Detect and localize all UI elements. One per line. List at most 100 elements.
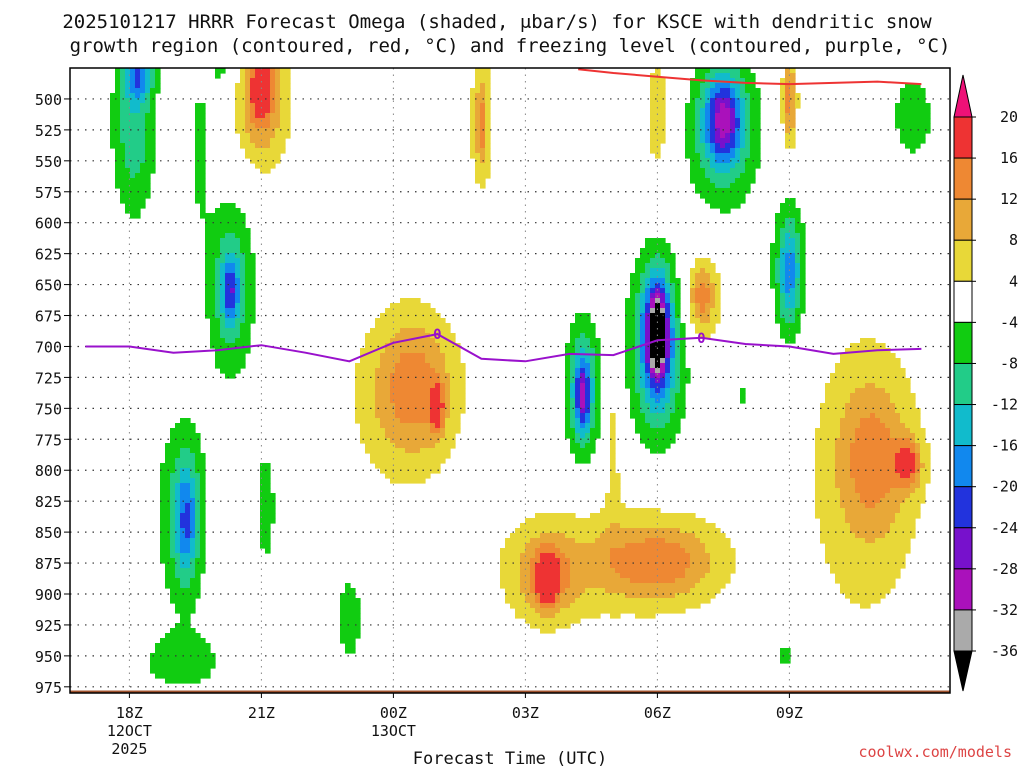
omega-cell [345, 643, 356, 649]
omega-cell [590, 358, 596, 364]
omega-cell [740, 93, 751, 99]
omega-cell [690, 278, 696, 284]
omega-cell [665, 368, 671, 374]
omega-cell [485, 123, 491, 129]
omega-cell [215, 68, 226, 74]
omega-cell [225, 373, 236, 379]
omega-cell [240, 273, 246, 279]
omega-cell [800, 273, 806, 279]
omega-cell [645, 388, 651, 394]
omega-cell [195, 108, 206, 114]
omega-cell [830, 568, 901, 574]
omega-cell [730, 168, 746, 174]
omega-cell [895, 468, 916, 474]
omega-cell [645, 268, 651, 274]
omega-cell [645, 373, 651, 379]
omega-cell [480, 118, 486, 124]
omega-cell [605, 493, 621, 499]
omega-cell [180, 538, 191, 544]
omega-cell [795, 318, 801, 324]
omega-cell [585, 383, 591, 389]
omega-cell [625, 373, 636, 379]
omega-cell [650, 378, 656, 384]
omega-cell [565, 363, 571, 369]
omega-cell [355, 393, 376, 399]
omega-cell [920, 443, 931, 449]
omega-cell [270, 108, 276, 114]
omega-cell [485, 113, 491, 119]
omega-cell [850, 448, 901, 454]
omega-cell [870, 413, 876, 419]
omega-cell [370, 458, 446, 464]
omega-cell [635, 423, 651, 429]
omega-cell [700, 333, 711, 339]
omega-cell [675, 328, 681, 334]
omega-cell [165, 448, 181, 454]
omega-cell [160, 538, 171, 544]
omega-cell [900, 418, 921, 424]
omega-cell [800, 303, 806, 309]
omega-cell [730, 133, 736, 139]
omega-cell [175, 503, 181, 509]
omega-cell [920, 448, 931, 454]
omega-cell [145, 113, 156, 119]
omega-cell [735, 138, 741, 144]
omega-cell [775, 268, 781, 274]
omega-cell [555, 553, 566, 559]
omega-cell [110, 138, 121, 144]
omega-cell [700, 118, 706, 124]
omega-cell [245, 303, 256, 309]
omega-cell [645, 383, 651, 389]
omega-cell [715, 168, 731, 174]
omega-cell [175, 603, 196, 609]
omega-cell [640, 293, 646, 299]
omega-cell [235, 103, 246, 109]
omega-cell [820, 423, 841, 429]
omega-cell [665, 408, 676, 414]
omega-cell [520, 583, 531, 589]
omega-cell [815, 438, 836, 444]
omega-cell [825, 548, 911, 554]
omega-cell [180, 418, 191, 424]
omega-cell [485, 88, 491, 94]
x-tick-label: 21Z [248, 704, 275, 722]
omega-cell [735, 178, 756, 184]
omega-cell [665, 323, 671, 329]
omega-cell [695, 128, 701, 134]
omega-cell [120, 193, 151, 199]
omega-cell [235, 98, 246, 104]
omega-cell [840, 358, 901, 364]
omega-cell [710, 163, 736, 169]
omega-cell [650, 383, 666, 389]
omega-cell [635, 318, 641, 324]
omega-cell [715, 183, 731, 189]
omega-cell [565, 358, 571, 364]
omega-cell [575, 338, 591, 344]
omega-cell [500, 568, 521, 574]
omega-cell [655, 153, 661, 159]
omega-cell [905, 143, 921, 149]
omega-cell [745, 78, 756, 84]
omega-cell [200, 488, 206, 494]
omega-cell [785, 113, 796, 119]
omega-cell [780, 258, 786, 264]
omega-cell [355, 418, 381, 424]
omega-cell [150, 98, 156, 104]
omega-cell [565, 383, 571, 389]
omega-cell [240, 268, 246, 274]
omega-cell [680, 353, 686, 359]
omega-cell [680, 388, 686, 394]
omega-cell [695, 73, 706, 79]
omega-cell [375, 368, 396, 374]
omega-cell [890, 433, 916, 439]
omega-cell [445, 368, 466, 374]
omega-cell [665, 343, 671, 349]
omega-cell [650, 258, 666, 264]
omega-cell [570, 333, 581, 339]
omega-cell [110, 143, 126, 149]
y-tick-label: 950 [35, 648, 62, 666]
omega-cell [585, 588, 606, 594]
omega-cell [650, 88, 666, 94]
omega-cell [675, 593, 716, 599]
omega-cell [570, 378, 576, 384]
